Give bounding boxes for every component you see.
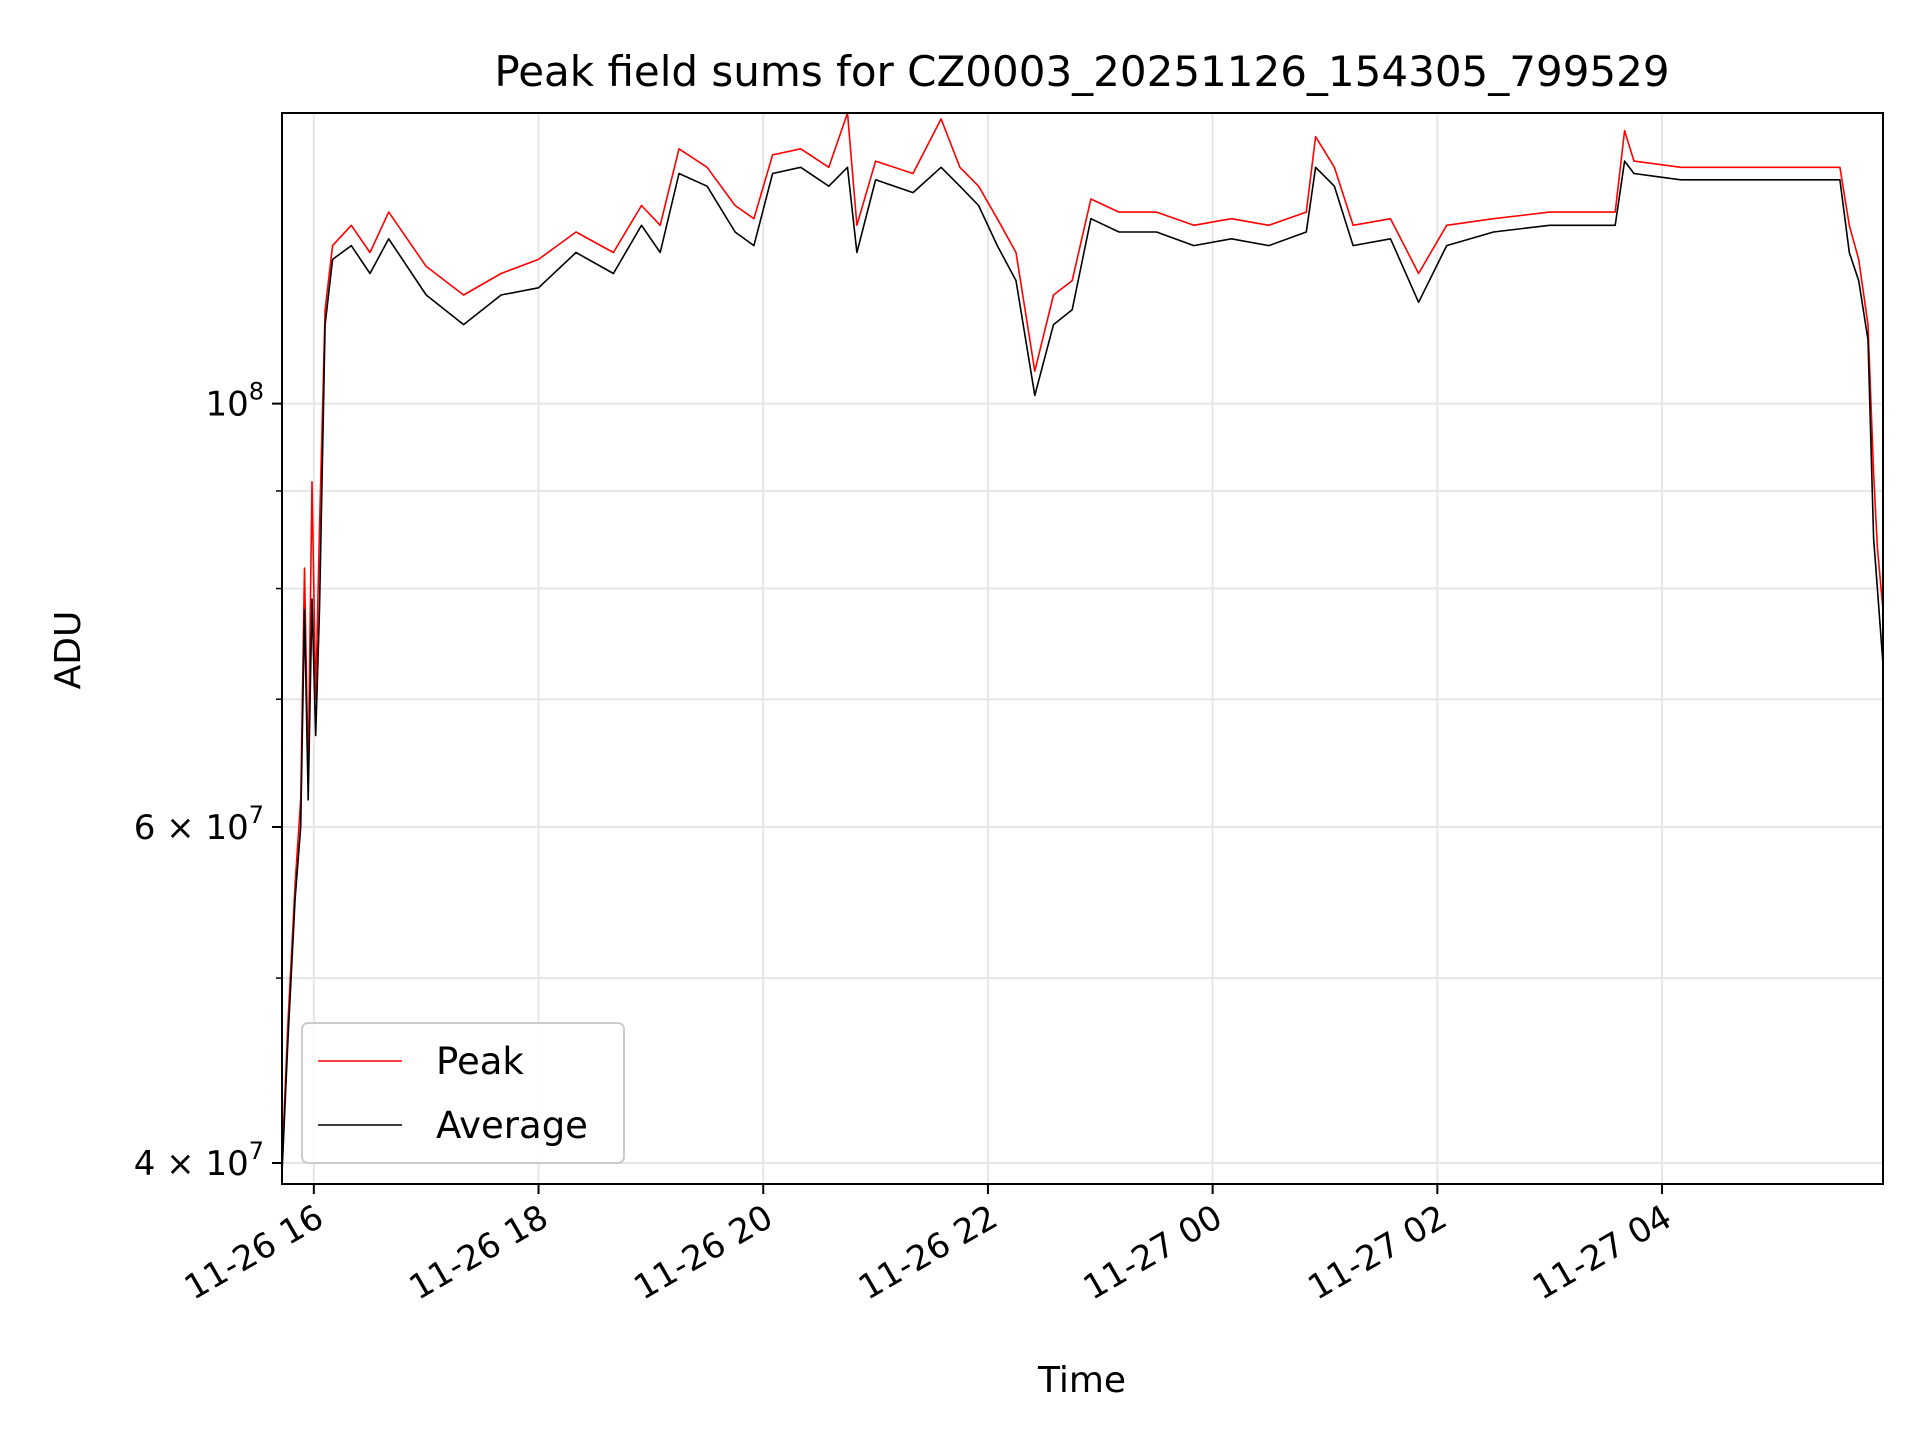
axis-ticks: 11-26 16 11-26 18 11-26 20 11-26 22 11-27 00… bbox=[134, 378, 1679, 1309]
x-tick-label: 11-27 00 bbox=[1077, 1197, 1229, 1308]
plot-area-frame bbox=[281, 112, 1884, 1185]
y-tick-label-base: 10 bbox=[205, 385, 248, 425]
y-tick-label-base: 6 × 10 bbox=[134, 808, 249, 848]
y-tick-label-exponent: 7 bbox=[249, 801, 264, 829]
x-tick-label: 11-26 16 bbox=[178, 1197, 330, 1308]
y-axis-label: ADU bbox=[48, 611, 89, 690]
x-tick-label: 11-27 02 bbox=[1301, 1197, 1453, 1308]
series-lines bbox=[281, 112, 1884, 1174]
y-tick-label-exponent: 7 bbox=[249, 1137, 264, 1165]
x-tick-label: 11-26 18 bbox=[403, 1197, 555, 1308]
y-tick-label: 4 × 107 bbox=[134, 1137, 264, 1184]
legend-label-average: Average bbox=[436, 1104, 588, 1147]
legend: Peak Average bbox=[301, 1022, 625, 1164]
y-tick-label-base: 4 × 10 bbox=[134, 1144, 249, 1184]
y-tick-label: 6 × 107 bbox=[134, 801, 264, 848]
grid bbox=[282, 113, 1883, 1184]
x-tick-label: 11-26 20 bbox=[627, 1197, 779, 1308]
y-tick-label-exponent: 8 bbox=[249, 378, 264, 406]
series-line-peak bbox=[281, 112, 1884, 1164]
chart-title: Peak field sums for CZ0003_20251126_1543… bbox=[494, 47, 1669, 96]
x-tick-label: 11-26 22 bbox=[852, 1197, 1004, 1308]
y-tick-label: 108 bbox=[205, 378, 264, 425]
legend-box bbox=[301, 1022, 625, 1164]
x-axis-label: Time bbox=[1037, 1360, 1126, 1401]
series-line-average bbox=[281, 160, 1884, 1174]
x-tick-label: 11-27 04 bbox=[1526, 1197, 1678, 1308]
legend-label-peak: Peak bbox=[436, 1040, 524, 1083]
